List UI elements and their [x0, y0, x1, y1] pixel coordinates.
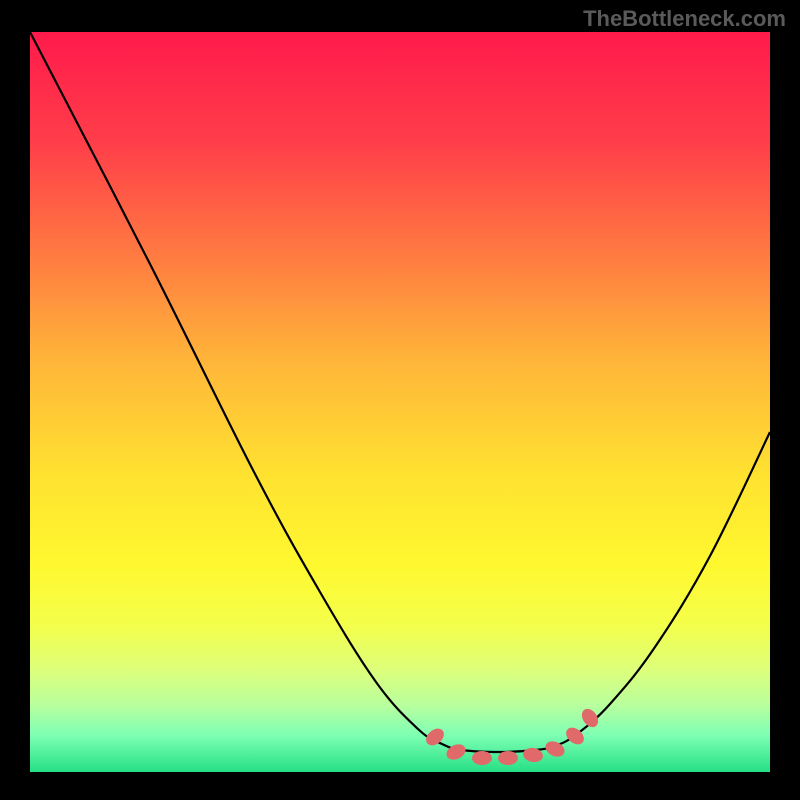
bottleneck-plot [30, 32, 770, 772]
curve-marker [472, 751, 492, 765]
gradient-background [30, 32, 770, 772]
chart-container: TheBottleneck.com [0, 0, 800, 800]
watermark-text: TheBottleneck.com [583, 6, 786, 32]
curve-marker [498, 751, 518, 765]
